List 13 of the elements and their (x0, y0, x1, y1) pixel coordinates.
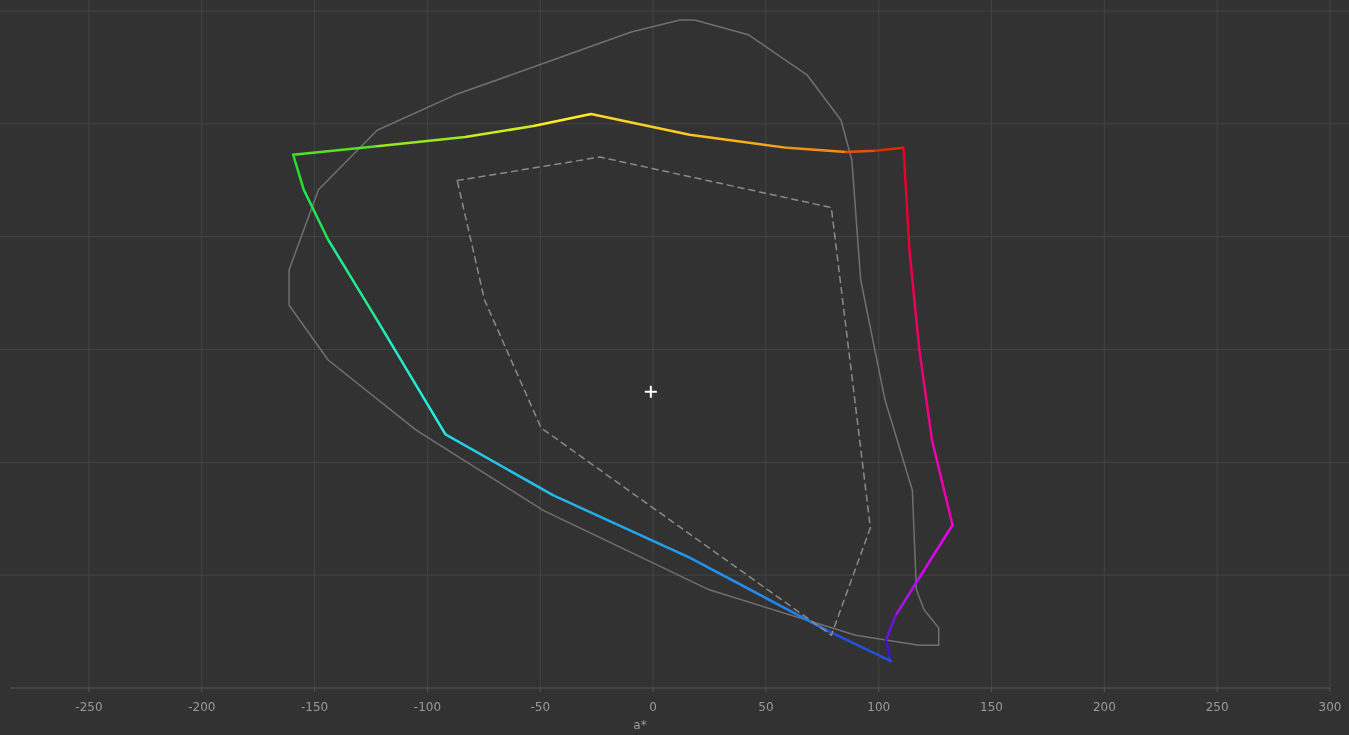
x-axis-title: a* (633, 718, 647, 732)
x-tick-label: -250 (75, 700, 103, 714)
x-tick-label: 0 (649, 700, 657, 714)
x-tick-label: 150 (980, 700, 1003, 714)
x-tick-label: 100 (867, 700, 891, 714)
x-tick-label: 200 (1092, 700, 1116, 714)
x-tick-label: -100 (413, 700, 442, 714)
x-tick-label: -150 (301, 700, 329, 714)
x-tick-label: 50 (758, 700, 774, 714)
x-tick-label: -200 (188, 700, 216, 714)
x-tick-label: 300 (1318, 700, 1342, 714)
x-tick-label: -50 (530, 700, 551, 714)
x-tick-label: 250 (1205, 700, 1229, 714)
